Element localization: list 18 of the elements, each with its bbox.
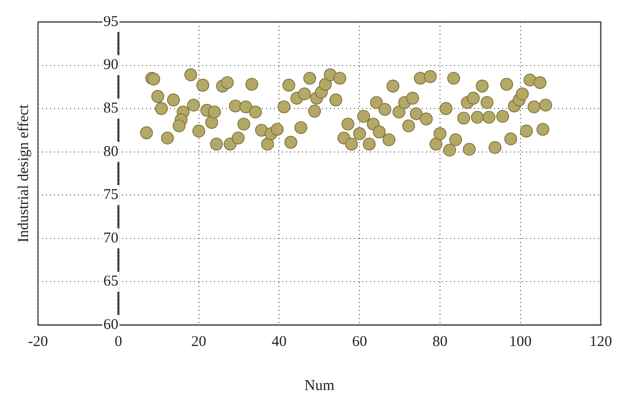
y-tick-label: 90 [103, 57, 118, 74]
y-tick-label: 85 [103, 100, 118, 117]
y-tick-label: 75 [103, 187, 118, 204]
x-axis-title: Num [304, 378, 335, 394]
y-tick-label: 65 [103, 274, 118, 290]
x-tick-label: 40 [272, 334, 287, 350]
x-tick-label: 60 [352, 334, 368, 350]
x-tick-label: 80 [432, 334, 448, 350]
x-tick-label: 20 [191, 334, 206, 350]
x-tick-label: 0 [114, 334, 122, 350]
x-tick-label: 120 [590, 334, 612, 350]
y-tick-label: 70 [103, 230, 118, 246]
y-tick-label: 80 [103, 144, 118, 160]
y-axis-title: Industrial design effect [16, 104, 32, 243]
y-tick-label: 95 [103, 14, 118, 30]
x-tick-label: 100 [509, 334, 532, 350]
x-tick-label: -20 [28, 334, 48, 350]
y-tick-label: 60 [103, 316, 118, 333]
